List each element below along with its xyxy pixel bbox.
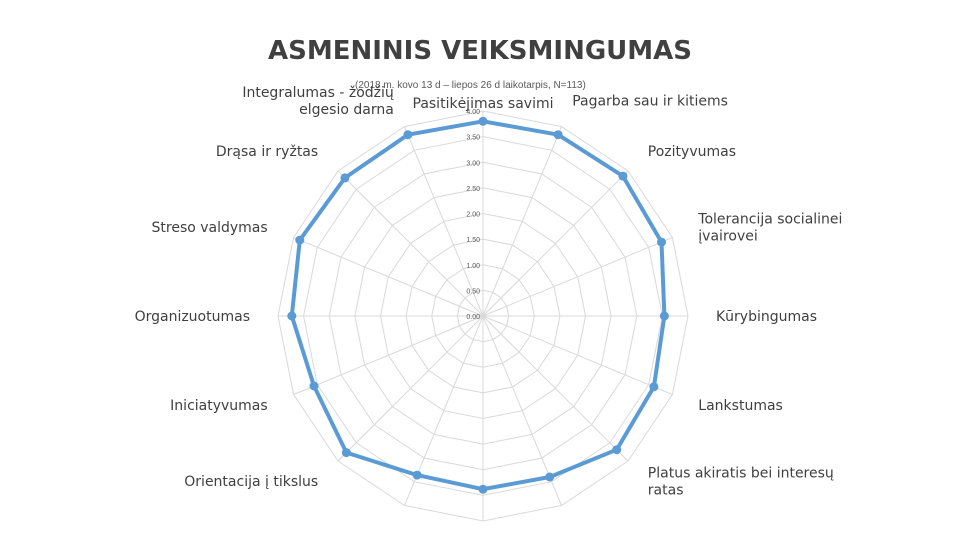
grid-spoke xyxy=(482,315,673,395)
data-point xyxy=(478,484,488,494)
category-label: Pagarba sau ir kitiems xyxy=(572,94,728,110)
tick-label: 1.50 xyxy=(466,237,480,244)
data-point xyxy=(287,311,297,321)
grid-spoke xyxy=(293,237,484,317)
data-point xyxy=(403,130,413,140)
category-label: Lankstumas xyxy=(698,398,783,414)
category-label: Pozityvumas xyxy=(648,144,736,160)
data-point xyxy=(659,311,669,321)
tick-label: 0.00 xyxy=(466,314,480,321)
grid-spoke xyxy=(337,170,484,317)
grid-spoke xyxy=(404,126,484,317)
category-label: Pasitikėjimas savimi xyxy=(413,96,554,112)
data-point xyxy=(295,235,305,245)
category-label: Streso valdymas xyxy=(152,220,268,236)
data-point xyxy=(545,472,555,482)
tick-label: 0.50 xyxy=(466,288,480,295)
data-point xyxy=(612,445,622,455)
category-label: Platus akiratis bei interesų ratas xyxy=(648,465,834,498)
data-point xyxy=(649,382,659,392)
category-label: Tolerancija socialinei įvairovei xyxy=(697,211,842,244)
category-label: Iniciatyvumas xyxy=(170,398,268,414)
tick-label: 3.50 xyxy=(466,135,480,142)
category-label: Kūrybingumas xyxy=(716,309,817,325)
grid-spoke xyxy=(293,315,484,395)
chart-title: ASMENINIS VEIKSMINGUMAS xyxy=(267,36,693,66)
grid-spoke xyxy=(482,126,562,317)
category-label: Organizuotumas xyxy=(135,309,250,325)
tick-label: 4.00 xyxy=(466,109,480,116)
tick-label: 2.50 xyxy=(466,186,480,193)
data-point xyxy=(340,173,350,183)
data-point xyxy=(553,130,563,140)
data-point xyxy=(309,381,319,391)
category-label: Integralumas - žodžių elgesio darna xyxy=(242,85,394,118)
category-label: Drąsa ir ryžtas xyxy=(216,144,318,160)
data-point xyxy=(618,171,628,181)
grid-spoke xyxy=(482,237,673,317)
data-point xyxy=(657,237,666,247)
chart-subtitle: (2018 m. kovo 13 d – liepos 26 d laikota… xyxy=(355,80,586,91)
grid-spoke xyxy=(482,170,629,317)
tick-label: 2.00 xyxy=(466,212,480,219)
tick-label: 1.00 xyxy=(466,263,480,270)
data-point xyxy=(412,470,422,480)
category-label: Orientacija į tikslus xyxy=(184,474,318,490)
data-point xyxy=(341,448,351,458)
tick-label: 3.00 xyxy=(466,160,480,167)
data-point xyxy=(478,116,488,126)
grid-spoke xyxy=(337,315,484,462)
grid-spoke xyxy=(482,315,629,462)
